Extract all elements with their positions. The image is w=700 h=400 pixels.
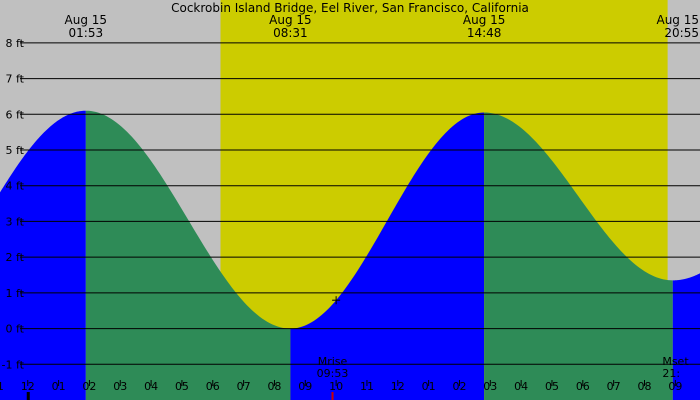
y-tick-label: 2 ft bbox=[6, 251, 25, 264]
x-tick-label: 11 bbox=[0, 380, 4, 393]
extreme-time-label: 08:31 bbox=[273, 26, 308, 40]
x-tick-label: 08 bbox=[267, 380, 281, 393]
label-layer: 8 ft 7 ft 6 ft 5 ft 4 ft 3 ft 2 ft 1 ft 0 ft -1 f… bbox=[0, 13, 699, 393]
x-tick-label: 11 bbox=[360, 380, 374, 393]
moon-event-time: 09:53 bbox=[317, 367, 349, 380]
x-tick-label: 08 bbox=[637, 380, 651, 393]
x-tick-label: 05 bbox=[175, 380, 189, 393]
extreme-time-label: 14:48 bbox=[467, 26, 502, 40]
y-tick-label: 6 ft bbox=[6, 108, 25, 121]
moon-event-time: 21: bbox=[662, 367, 680, 380]
y-tick-label: 1 ft bbox=[6, 287, 25, 300]
moon-event-label: Mrise bbox=[318, 355, 348, 368]
x-tick-label: 07 bbox=[607, 380, 621, 393]
x-tick-label: 01 bbox=[52, 380, 66, 393]
x-tick-label: 05 bbox=[545, 380, 559, 393]
rising-tide-area bbox=[672, 273, 700, 400]
extreme-date-label: Aug 15 bbox=[463, 13, 506, 27]
rising-tide-area bbox=[0, 110, 86, 400]
y-tick-label: 5 ft bbox=[6, 144, 25, 157]
x-tick-label: 06 bbox=[576, 380, 590, 393]
x-tick-label: 07 bbox=[237, 380, 251, 393]
moon-event-label: Mset bbox=[662, 355, 689, 368]
y-tick-label: 3 ft bbox=[6, 215, 25, 228]
y-tick-label: 4 ft bbox=[6, 180, 25, 193]
extreme-date-label: Aug 15 bbox=[269, 13, 312, 27]
x-tick-label: 10 bbox=[329, 380, 343, 393]
extreme-date-label: Aug 15 bbox=[65, 13, 108, 27]
extreme-date-label: Aug 15 bbox=[656, 13, 699, 27]
y-tick-label: 7 ft bbox=[6, 73, 25, 86]
gridline-layer bbox=[20, 42, 700, 400]
x-tick-label: 02 bbox=[82, 380, 96, 393]
x-tick-label: 12 bbox=[391, 380, 405, 393]
midnight-marker bbox=[26, 392, 30, 400]
x-tick-label: 04 bbox=[514, 380, 528, 393]
y-tick-label: 8 ft bbox=[6, 37, 25, 50]
x-tick-label: 12 bbox=[21, 380, 35, 393]
x-tick-label: 09 bbox=[298, 380, 312, 393]
x-tick-label: 04 bbox=[144, 380, 158, 393]
falling-tide-area bbox=[85, 110, 291, 400]
x-tick-label: 09 bbox=[668, 380, 682, 393]
x-tick-label: 06 bbox=[206, 380, 220, 393]
x-tick-label: 03 bbox=[483, 380, 497, 393]
moonrise-marker bbox=[331, 392, 334, 400]
x-tick-label: 03 bbox=[113, 380, 127, 393]
x-tick-label: 01 bbox=[422, 380, 436, 393]
extreme-time-label: 01:53 bbox=[69, 26, 104, 40]
x-tick-label: 02 bbox=[452, 380, 466, 393]
extreme-time-label: 20:55 bbox=[664, 26, 699, 40]
y-tick-label: 0 ft bbox=[6, 323, 25, 336]
y-tick-label: -1 ft bbox=[2, 358, 25, 371]
chart-title: Cockrobin Island Bridge, Eel River, San … bbox=[171, 1, 529, 15]
